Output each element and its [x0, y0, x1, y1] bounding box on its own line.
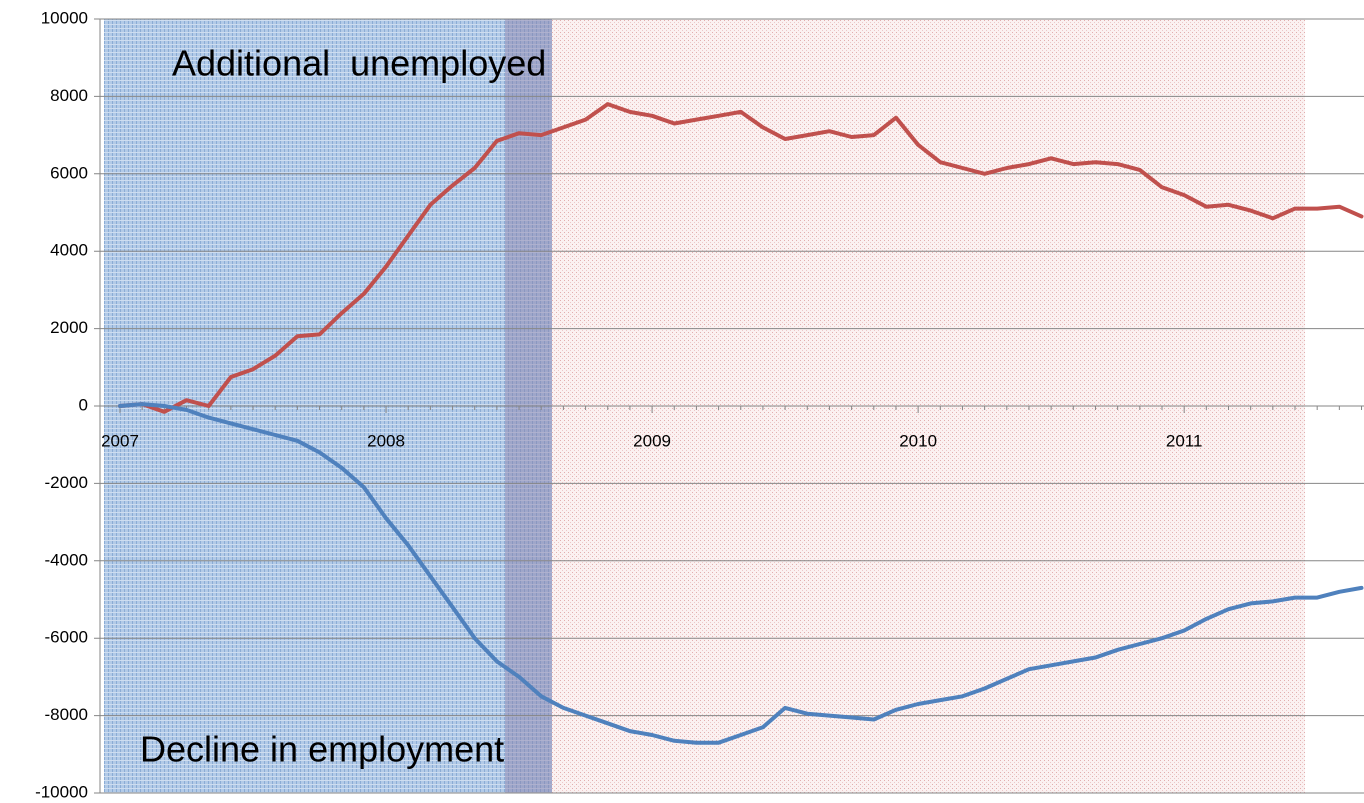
x-tick-label: 2011: [1166, 431, 1203, 450]
series-line: [118, 402, 1364, 745]
x-tick-label: 2009: [633, 431, 671, 450]
y-tick-label: -8000: [45, 705, 88, 724]
y-tick-label: -2000: [45, 473, 88, 492]
y-tick-label: 10000: [41, 8, 88, 27]
axes: -10000 -8000 -6000 -4000 -2000 0 2000 4000 6000 8…: [35, 8, 1364, 801]
y-tick-label: -10000: [35, 782, 88, 801]
grid: [94, 18, 1364, 794]
y-tick-label: 6000: [50, 163, 88, 182]
y-tick-label: -4000: [45, 550, 88, 569]
y-tick-label: 0: [79, 395, 88, 414]
annotation: Additional unemployed: [172, 43, 546, 84]
x-tick-label: 2008: [367, 431, 405, 450]
annotation: Decline in employment: [140, 729, 504, 770]
y-tick-label: 4000: [50, 241, 88, 260]
y-tick-label: -6000: [45, 628, 88, 647]
series-line: [118, 102, 1364, 414]
x-tick-label: 2010: [899, 431, 937, 450]
x-tick-label: 2007: [101, 431, 139, 450]
y-tick-label: 8000: [50, 86, 88, 105]
lines: [118, 102, 1364, 745]
y-tick-label: 2000: [50, 318, 88, 337]
